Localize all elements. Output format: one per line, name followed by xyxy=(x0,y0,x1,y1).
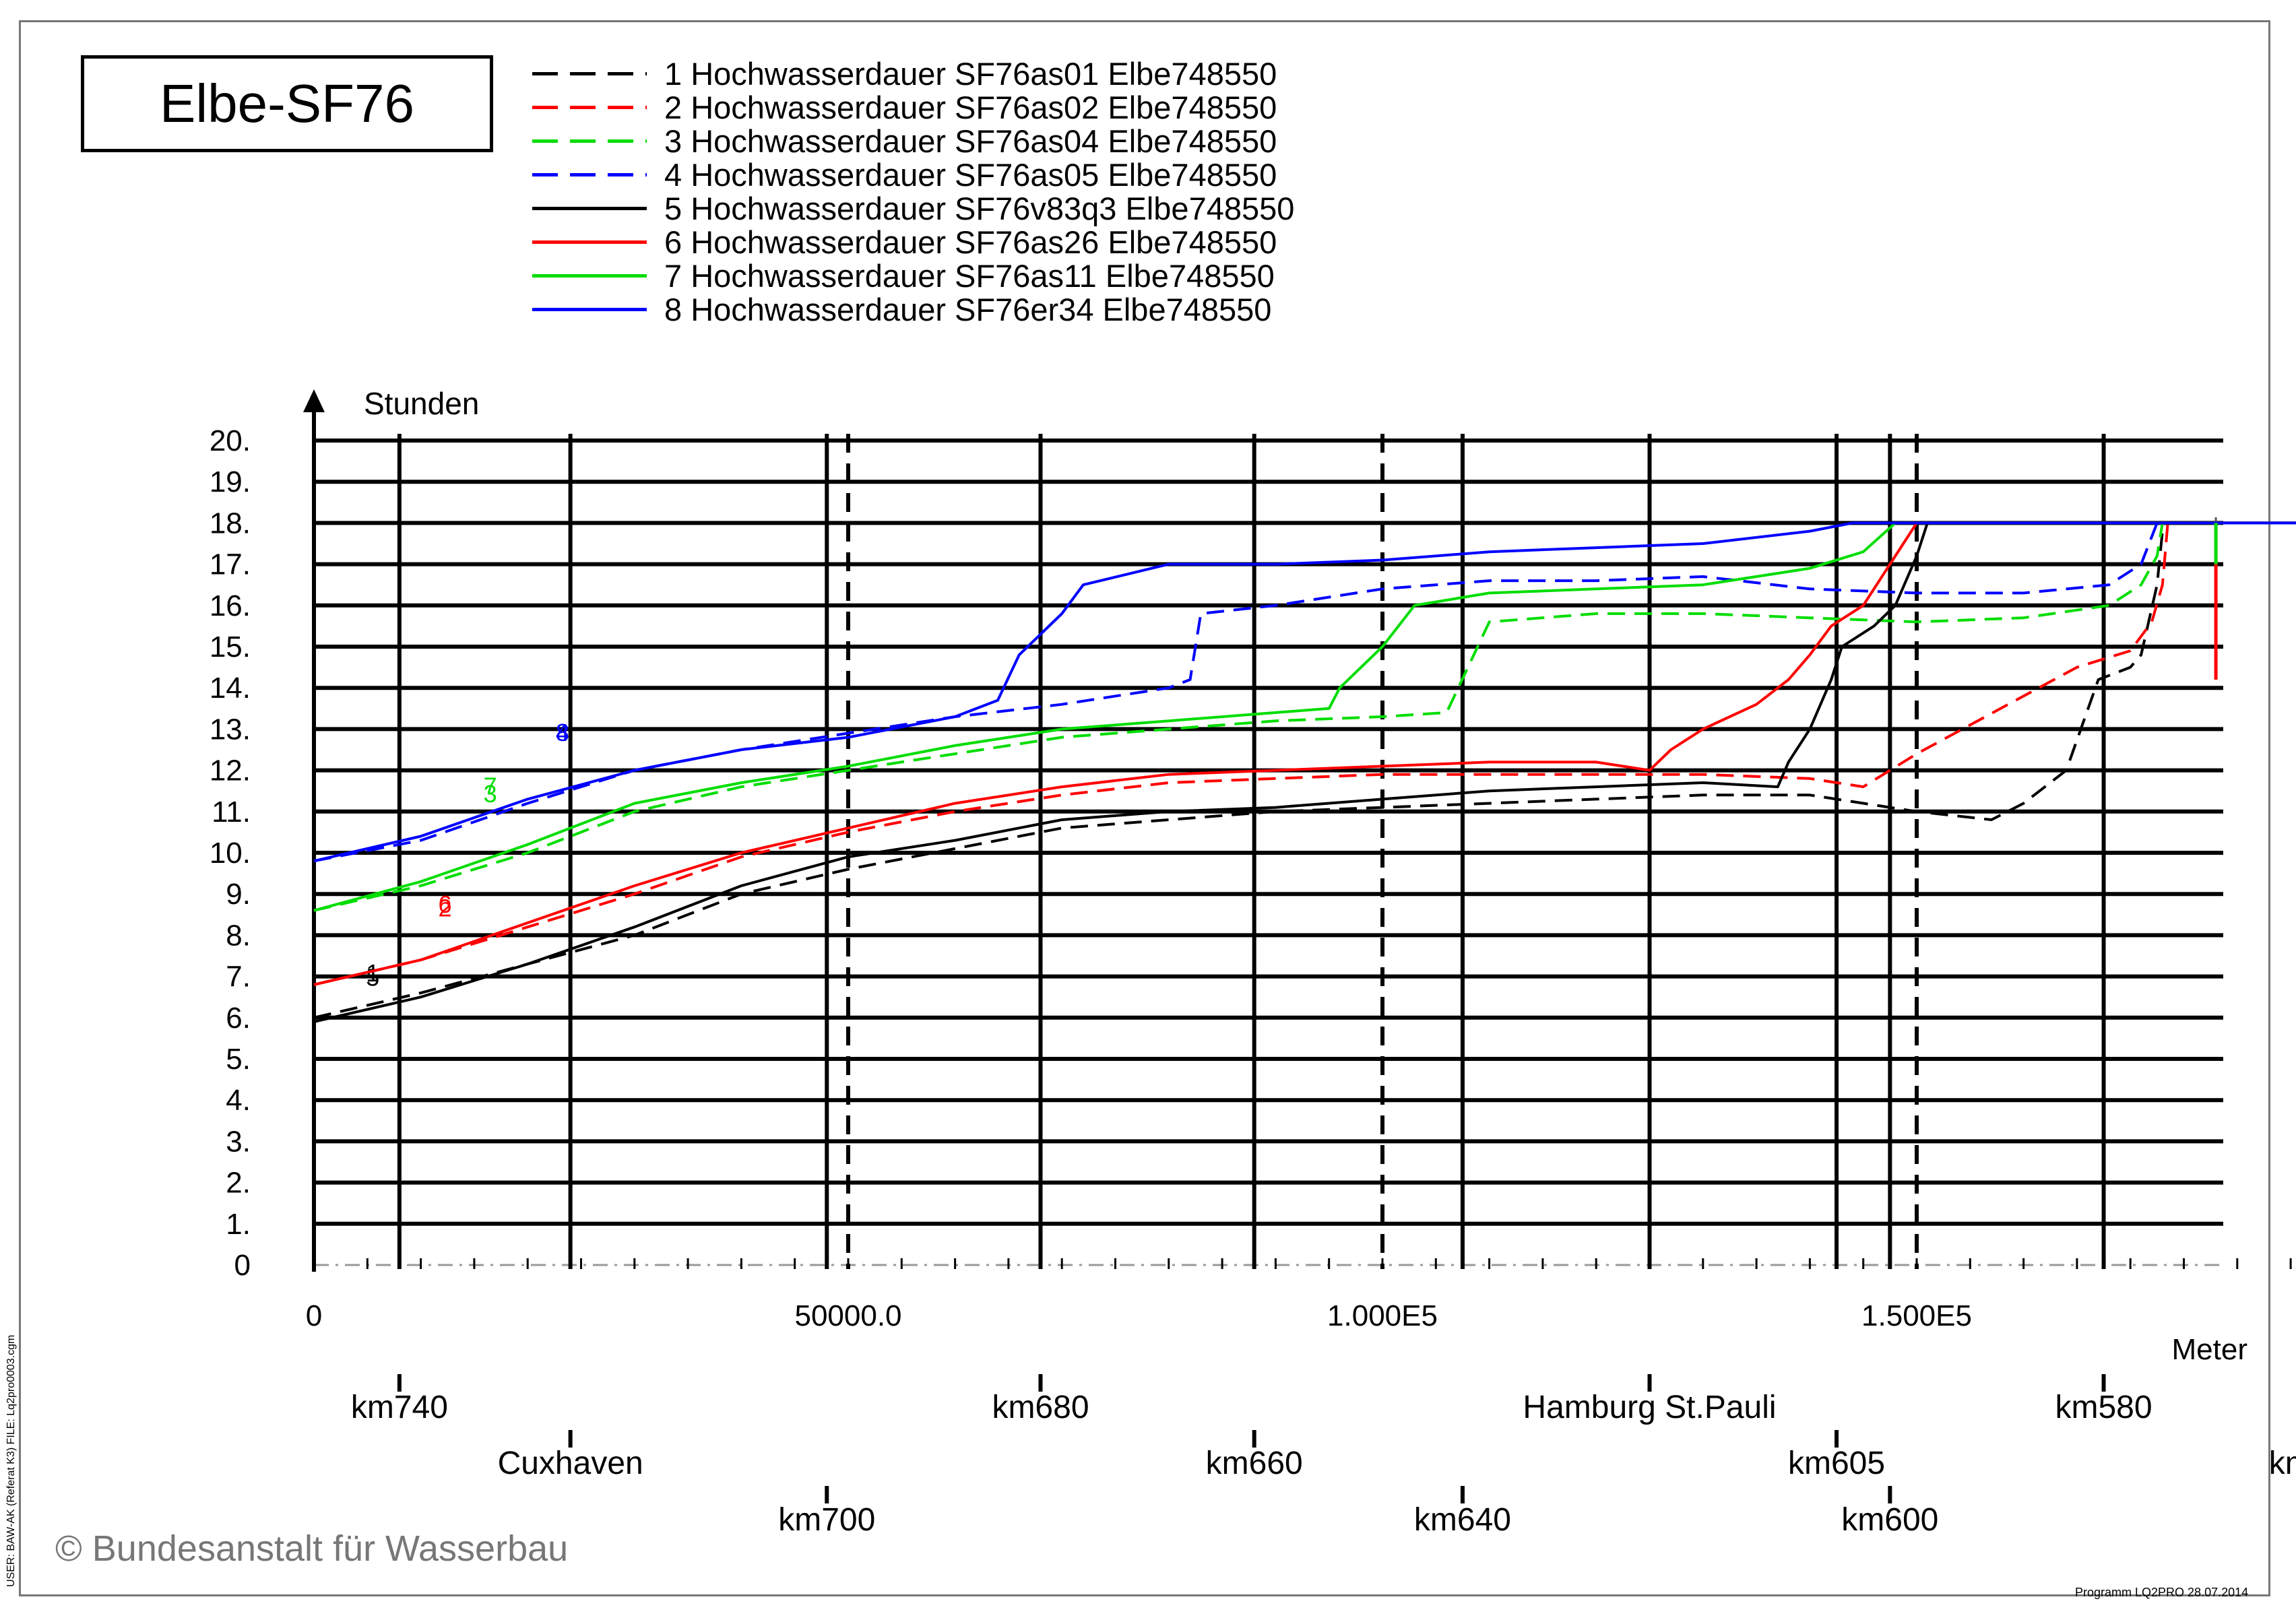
legend-label: 3 Hochwasserdauer SF76as04 Elbe748550 xyxy=(664,123,1277,159)
series-line xyxy=(313,521,2296,1019)
series-tag: 1 xyxy=(366,959,379,987)
landmark-label: km740 xyxy=(351,1390,448,1425)
program-footer: Programm LQ2PRO 28.07.2014 xyxy=(2075,1586,2249,1599)
x-tick-label: 0 xyxy=(306,1299,322,1332)
y-tick-label: 6. xyxy=(226,1002,251,1035)
landmark-label: km600 xyxy=(1841,1502,1938,1538)
legend-item: 5 Hochwasserdauer SF76v83q3 Elbe748550 xyxy=(532,190,1295,226)
legend-swatch xyxy=(532,273,647,278)
series-tag: 8 xyxy=(556,719,569,746)
series-line xyxy=(313,521,2296,863)
y-tick-label: 13. xyxy=(210,713,251,746)
legend-label: 6 Hochwasserdauer SF76as26 Elbe748550 xyxy=(664,224,1277,260)
legend-swatch xyxy=(532,172,647,176)
legend-swatch xyxy=(532,139,647,143)
legend-item: 4 Hochwasserdauer SF76as05 Elbe748550 xyxy=(532,156,1294,193)
legend-swatch xyxy=(532,105,647,109)
y-axis-label: Stunden xyxy=(364,386,479,421)
legend-item: 8 Hochwasserdauer SF76er34 Elbe748550 xyxy=(532,291,1294,327)
x-axis-label: Meter xyxy=(2172,1333,2247,1366)
x-tick-label: 1.000E5 xyxy=(1327,1299,1438,1332)
y-tick-label: 14. xyxy=(210,672,251,705)
y-tick-label: 5. xyxy=(226,1043,251,1076)
y-tick-label: 4. xyxy=(226,1084,251,1117)
legend-swatch xyxy=(532,240,647,244)
y-tick-label: 20. xyxy=(210,424,251,457)
legend-swatch xyxy=(532,71,647,75)
y-tick-label: 2. xyxy=(226,1167,251,1200)
legend-label: 1 Hochwasserdauer SF76as01 Elbe748550 xyxy=(664,55,1277,92)
landmark-label: Hamburg St.Pauli xyxy=(1523,1390,1776,1425)
series-line xyxy=(313,521,2296,986)
landmark-label: km660 xyxy=(1206,1446,1303,1481)
y-tick-label: 16. xyxy=(210,589,251,622)
y-tick-label: 7. xyxy=(226,961,251,994)
legend-item: 2 Hochwasserdauer SF76as02 Elbe748550 xyxy=(532,89,1294,125)
y-tick-label: 12. xyxy=(210,754,251,787)
y-tick-label: 3. xyxy=(226,1125,251,1158)
y-tick-label: 9. xyxy=(226,878,251,911)
series-line xyxy=(313,521,2296,1023)
y-tick-label: 0 xyxy=(234,1249,251,1282)
series-line xyxy=(313,521,2296,986)
landmark-label: km605 xyxy=(1788,1446,1885,1481)
y-tick-label: 1. xyxy=(226,1208,251,1241)
y-tick-label: 8. xyxy=(226,919,251,952)
landmark-label: km560 xyxy=(2269,1446,2296,1481)
y-tick-label: 15. xyxy=(210,630,251,663)
y-tick-label: 19. xyxy=(210,465,251,498)
file-note: USER: BAW-AK (Referat K3) FILE: Lq2pro00… xyxy=(5,1334,17,1587)
legend-item: 7 Hochwasserdauer SF76as11 Elbe748550 xyxy=(532,257,1294,294)
legend-item: 3 Hochwasserdauer SF76as04 Elbe748550 xyxy=(532,123,1294,159)
copyright-credit: © Bundesanstalt für Wasserbau xyxy=(55,1528,569,1569)
landmark-label: km680 xyxy=(992,1390,1089,1425)
y-tick-label: 17. xyxy=(210,548,251,581)
series-tag: 2 xyxy=(438,895,451,922)
y-tick-label: 18. xyxy=(210,507,251,540)
legend-label: 4 Hochwasserdauer SF76as05 Elbe748550 xyxy=(664,156,1277,193)
series-tag: 5 xyxy=(366,963,379,991)
legend-label: 8 Hochwasserdauer SF76er34 Elbe748550 xyxy=(664,291,1272,327)
chart-title: Elbe-SF76 xyxy=(81,55,493,152)
series-line xyxy=(313,521,2296,912)
legend-label: 7 Hochwasserdauer SF76as11 Elbe748550 xyxy=(664,257,1275,294)
landmark-label: Cuxhaven xyxy=(498,1446,643,1481)
legend-item: 1 Hochwasserdauer SF76as01 Elbe748550 xyxy=(532,55,1294,92)
legend-label: 2 Hochwasserdauer SF76as02 Elbe748550 xyxy=(664,89,1277,125)
y-axis-arrow xyxy=(303,389,325,412)
y-tick-label: 11. xyxy=(212,796,251,829)
x-tick-label: 1.500E5 xyxy=(1861,1299,1972,1332)
legend-label: 5 Hochwasserdauer SF76v83q3 Elbe748550 xyxy=(664,190,1295,226)
x-tick-label: 50000.0 xyxy=(794,1299,901,1332)
legend-item: 6 Hochwasserdauer SF76as26 Elbe748550 xyxy=(532,224,1294,260)
page-frame xyxy=(19,20,2270,1596)
landmark-label: km580 xyxy=(2055,1390,2152,1425)
y-tick-label: 10. xyxy=(210,837,251,870)
series-tag: 3 xyxy=(484,780,497,808)
legend: 1 Hochwasserdauer SF76as01 Elbe748550 2 … xyxy=(532,55,1295,327)
series-tag: 6 xyxy=(438,890,451,918)
series-tag: 4 xyxy=(556,719,569,746)
series-tag: 7 xyxy=(484,772,497,800)
legend-swatch xyxy=(532,307,647,311)
legend-swatch xyxy=(532,206,647,210)
landmark-label: km700 xyxy=(778,1502,875,1538)
landmark-label: km640 xyxy=(1414,1502,1511,1538)
